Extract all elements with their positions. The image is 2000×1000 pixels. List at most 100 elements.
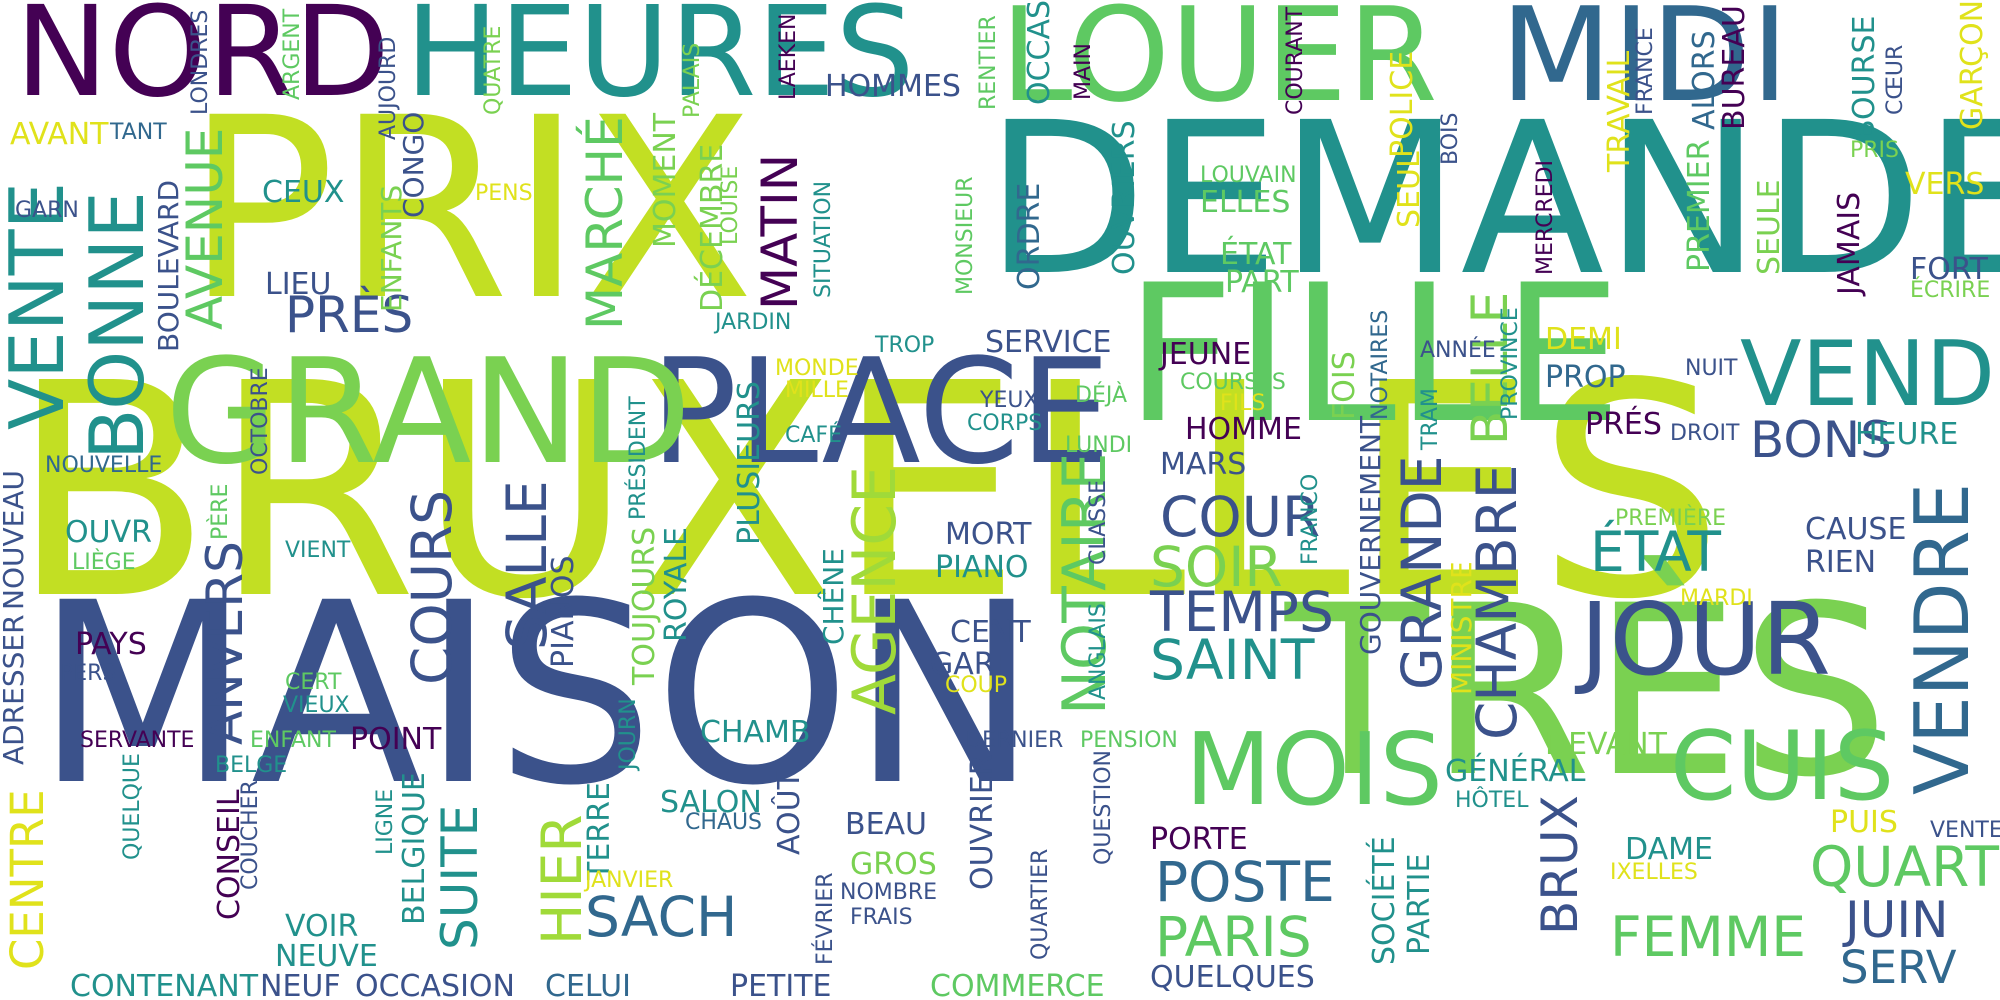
word-moment: MOMENT xyxy=(648,112,683,248)
word-saint: SAINT xyxy=(1150,628,1315,692)
word-seul: SEUL xyxy=(1392,151,1427,228)
word-grand: GRAND xyxy=(165,328,692,497)
word-cent: CENT xyxy=(950,615,1031,650)
word-monsieur: MONSIEUR xyxy=(953,176,978,296)
word-cafe: CAFÉ xyxy=(785,423,842,448)
word-boulevard: BOULEVARD xyxy=(152,179,185,352)
word-soir: SOIR xyxy=(1150,535,1283,599)
word-louise: LOUISE xyxy=(718,165,743,245)
word-cour: COUR xyxy=(1160,485,1321,549)
word-quartier: QUARTIER xyxy=(1028,848,1053,960)
word-heure: HEURE xyxy=(1855,417,1959,452)
word-puis: PUIS xyxy=(1830,805,1898,840)
word-rentier: RENTIER xyxy=(976,15,1001,110)
word-nombre: NOMBRE xyxy=(840,880,938,905)
word-rien: RIEN xyxy=(1805,545,1877,580)
word-contenant: CONTENANT xyxy=(70,969,259,1000)
word-gros: GROS xyxy=(850,847,937,882)
word-aout: AOÛT xyxy=(772,771,807,855)
word-alors: ALORS xyxy=(1687,30,1722,130)
word-gouvernement: GOUVERNEMENT xyxy=(1354,415,1387,655)
word-marche: MARCHÉ xyxy=(576,116,634,330)
word-commerce: COMMERCE xyxy=(930,969,1105,1000)
word-pens: PENS xyxy=(475,181,533,206)
word-annee: ANNÉE xyxy=(1420,338,1496,363)
word-salon: SALON xyxy=(660,785,762,820)
word-suite: SUITE xyxy=(431,804,489,950)
word-yeux: YEUX xyxy=(980,388,1039,413)
word-terre: TERRE xyxy=(582,782,617,880)
word-mars: MARS xyxy=(1160,447,1247,482)
word-palais: PALAIS xyxy=(680,42,705,118)
word-frais: FRAIS xyxy=(850,905,913,930)
word-bonne: BONNE xyxy=(73,191,161,460)
word-adresser: ADRESSER xyxy=(0,614,30,765)
word-garcon: GARÇON xyxy=(1955,0,1990,130)
word-prop: PROP xyxy=(1545,360,1626,395)
word-mercredi: MERCREDI xyxy=(1533,159,1558,275)
word-point: POINT xyxy=(350,722,442,757)
word-garn: GARN xyxy=(15,198,79,223)
word-ecrire: ÉCRIRE xyxy=(1910,278,1991,303)
word-serv: SERV xyxy=(1840,941,1957,994)
word-temps: TEMPS xyxy=(1150,580,1334,644)
word-question: QUESTION xyxy=(1091,750,1116,865)
word-travail: TRAVAIL xyxy=(1602,50,1637,172)
word-pers: PERS xyxy=(60,661,117,686)
word-neuf: NEUF xyxy=(260,969,341,1000)
word-fevrier: FÉVRIER xyxy=(813,872,838,965)
word-journ: JOURN xyxy=(616,698,641,770)
word-corps: CORPS xyxy=(967,411,1043,436)
word-tram: TRAM xyxy=(1418,388,1443,450)
word-ventes: VENTES xyxy=(1930,818,2000,843)
word-premier: PREMIER xyxy=(1682,139,1717,272)
word-partie: PARTIE xyxy=(1402,853,1437,955)
word-celui: CELUI xyxy=(545,969,631,1000)
word-louer: LOUER xyxy=(1000,0,1438,131)
word-occasion: OCCASION xyxy=(355,969,515,1000)
word-lundi: LUNDI xyxy=(1065,433,1133,458)
word-voir: VOIR xyxy=(285,909,359,944)
word-demi: DEMI xyxy=(1545,322,1622,357)
word-congo: CONGO xyxy=(397,111,430,218)
word-argent: ARGENT xyxy=(280,8,305,100)
word-chaus: CHAUS xyxy=(685,810,763,835)
word-hommes: HOMMES xyxy=(825,69,961,104)
word-trop: TROP xyxy=(875,333,935,358)
word-belge: BELGE xyxy=(215,753,288,778)
word-enfant: ENFANT xyxy=(250,728,336,753)
word-demande: DEMANDE xyxy=(985,77,2000,322)
word-piano: PIANO xyxy=(935,550,1029,585)
word-avenue: AVENUE xyxy=(176,127,234,330)
word-deja: DÉJÀ xyxy=(1075,383,1127,408)
word-franco: FRANCO xyxy=(1298,473,1323,565)
word-classe: CLASSE xyxy=(1086,479,1111,565)
word-chene: CHÊNE xyxy=(817,548,850,645)
word-avant: AVANT xyxy=(10,117,109,152)
word-courses: COURSES xyxy=(1180,370,1286,395)
word-chamb: CHAMB xyxy=(700,715,811,750)
word-jour: JOUR xyxy=(1580,581,1831,698)
word-ouvriers: OUVRIERS xyxy=(1107,120,1142,275)
word-fois: FOIS xyxy=(1327,351,1362,420)
word-laeken: LAEKEN xyxy=(776,13,801,101)
word-brux: BRUX xyxy=(1531,795,1589,935)
word-janvier: JANVIER xyxy=(585,868,674,893)
word-fort: FORT xyxy=(1910,252,1988,287)
word-maison: MAISON xyxy=(35,549,1038,840)
word-jeune: JEUNE xyxy=(1160,337,1252,372)
word-anvers: ANVERS xyxy=(196,541,254,745)
word-quelque: QUELQUE xyxy=(120,753,145,860)
word-france: FRANCE xyxy=(1633,27,1658,115)
word-sach: SACH xyxy=(585,885,738,949)
word-cuis: CUIS xyxy=(1670,712,1895,822)
word-bureau: BUREAU xyxy=(1717,5,1752,130)
word-premiere: PREMIÈRE xyxy=(1615,506,1727,531)
word-centre: CENTRE xyxy=(1,789,54,970)
word-part: PART xyxy=(1225,265,1299,300)
word-fille: FILLE xyxy=(1125,244,1623,465)
word-juin: JUIN xyxy=(1845,891,1949,949)
word-bois: BOIS xyxy=(1438,112,1463,165)
word-vient: VIENT xyxy=(285,538,351,563)
